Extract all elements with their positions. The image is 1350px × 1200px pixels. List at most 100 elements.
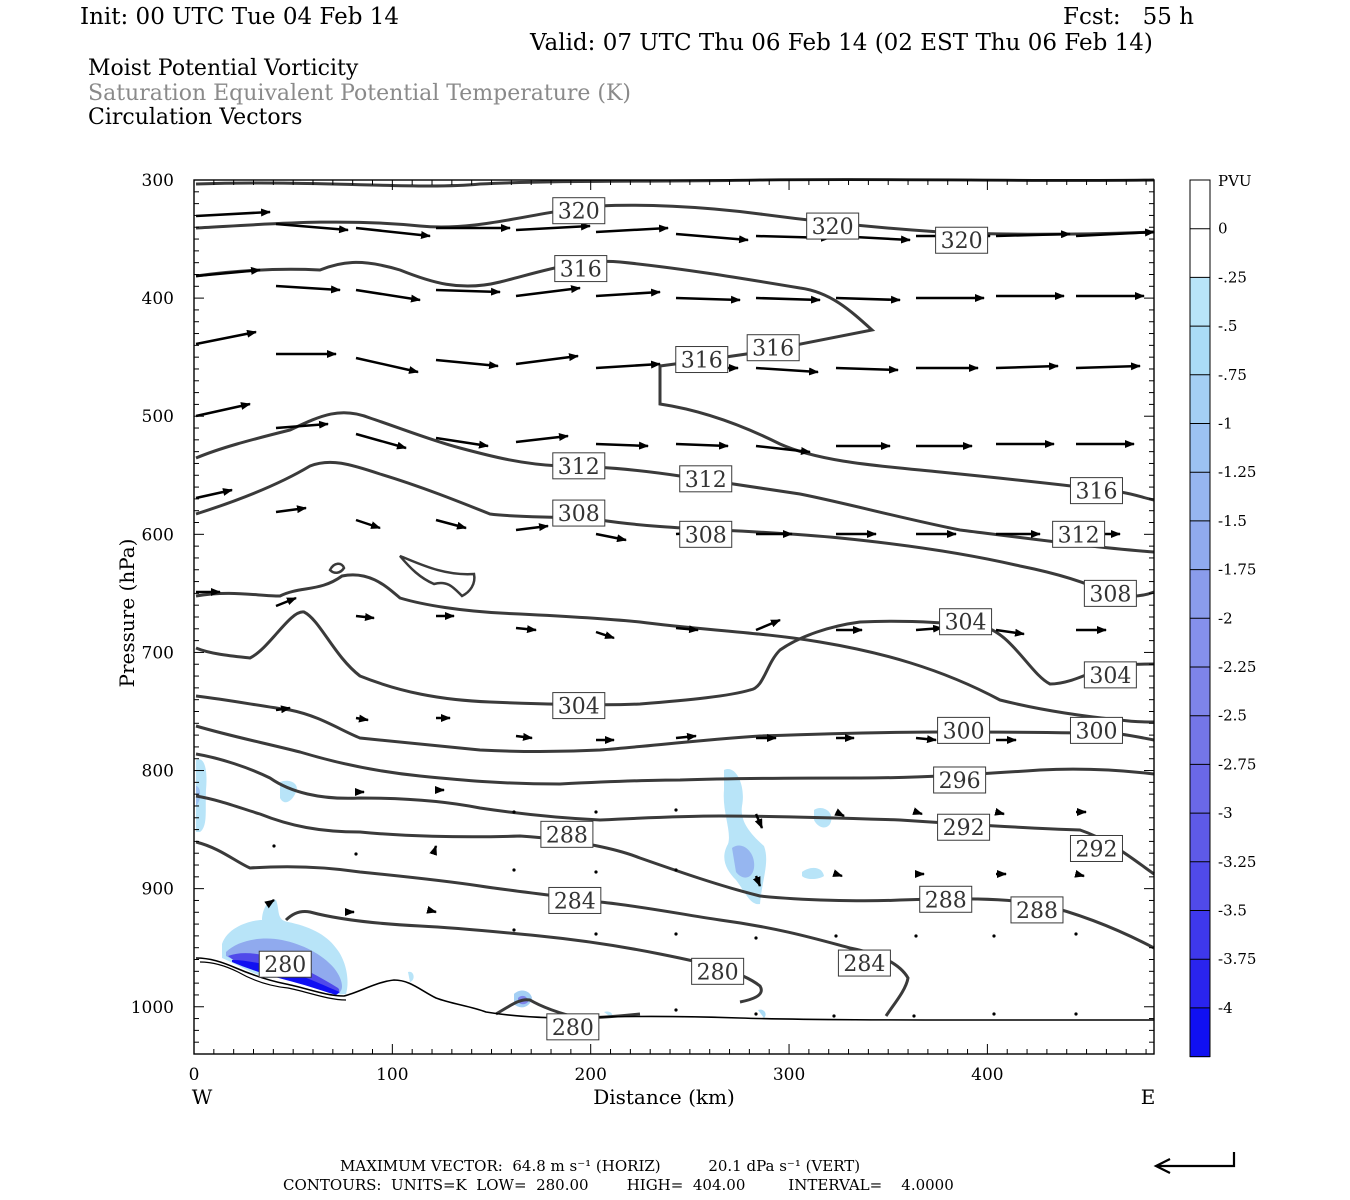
colorbar-swatch [1190, 667, 1210, 717]
x-end-label-right: E [1141, 1085, 1156, 1109]
contour-label: 280 [258, 950, 312, 978]
y-tick-label: 500 [142, 407, 174, 427]
colorbar-label: -1 [1218, 415, 1233, 433]
colorbar-swatch [1190, 618, 1210, 668]
forecast-hour: Fcst: 55 h [1063, 4, 1194, 30]
svg-text:320: 320 [812, 215, 854, 240]
contour-label: 280 [546, 1013, 600, 1041]
contour-label: 320 [935, 226, 989, 254]
svg-text:304: 304 [558, 695, 600, 720]
contour-label: 312 [552, 452, 606, 480]
svg-text:312: 312 [685, 468, 727, 493]
theta-es-contours [195, 177, 1155, 1020]
svg-text:312: 312 [558, 455, 600, 480]
colorbar-label: -3.5 [1218, 902, 1247, 920]
circulation-vectors [195, 208, 1155, 916]
svg-text:292: 292 [1075, 837, 1117, 862]
valid-time: Valid: 07 UTC Thu 06 Feb 14 (02 EST Thu … [530, 30, 1153, 56]
colorbar-label: 0 [1218, 220, 1228, 238]
x-tick-label: 0 [189, 1065, 200, 1085]
reference-vector-arrow [1153, 1152, 1236, 1174]
plot-frame [193, 179, 1155, 1055]
colorbar-swatch [1190, 764, 1210, 814]
y-tick-label: 400 [142, 289, 174, 309]
y-tick-label: 800 [142, 762, 174, 782]
contour-label: 288 [919, 885, 973, 913]
svg-text:300: 300 [943, 719, 985, 744]
svg-text:280: 280 [552, 1016, 594, 1041]
colorbar-swatch [1190, 959, 1210, 1009]
colorbar-label: -2 [1218, 609, 1233, 627]
contour-label: 304 [1083, 661, 1137, 689]
colorbar-swatch [1190, 423, 1210, 473]
contour-label: 316 [746, 334, 800, 362]
contour-label: 300 [1069, 716, 1123, 744]
y-tick-label: 900 [142, 880, 174, 900]
colorbar-label: -2.25 [1218, 658, 1256, 676]
init-time: Init: 00 UTC Tue 04 Feb 14 [80, 4, 400, 30]
colorbar-swatch [1190, 277, 1210, 327]
svg-text:288: 288 [925, 888, 967, 913]
colorbar-swatch [1190, 228, 1210, 278]
svg-text:288: 288 [546, 823, 588, 848]
contour-label: 316 [1069, 477, 1123, 505]
svg-text:284: 284 [843, 952, 885, 977]
contour-label: 316 [554, 255, 608, 283]
colorbar-label: -3.75 [1218, 950, 1256, 968]
colorbar-label: -2.5 [1218, 707, 1247, 725]
colorbar-swatch [1190, 520, 1210, 571]
colorbar-swatch [1190, 472, 1210, 522]
colorbar-label: -.25 [1218, 268, 1247, 286]
svg-text:288: 288 [1016, 899, 1058, 924]
contour-label: 308 [552, 499, 606, 527]
svg-text:316: 316 [560, 258, 602, 283]
svg-text:284: 284 [554, 889, 596, 914]
svg-text:316: 316 [681, 349, 723, 374]
svg-text:280: 280 [264, 953, 306, 978]
colorbar-label: -4 [1218, 999, 1233, 1017]
contour-label: 304 [939, 608, 993, 636]
contour-label: 316 [675, 346, 729, 374]
colorbar-swatch [1190, 813, 1210, 863]
contour-label: 320 [552, 197, 606, 225]
contour-label: 288 [1010, 896, 1064, 924]
y-axis-title: Pressure (hPa) [115, 539, 139, 688]
colorbar-label: -1.75 [1218, 561, 1256, 579]
svg-text:316: 316 [1075, 480, 1117, 505]
colorbar-swatch [1190, 861, 1210, 912]
colorbar-units: PVU [1218, 172, 1252, 190]
x-end-label-left: W [192, 1085, 213, 1109]
max-vector-footer: MAXIMUM VECTOR: 64.8 m s⁻¹ (HORIZ) 20.1 … [340, 1157, 861, 1175]
svg-text:280: 280 [697, 960, 739, 985]
contour-label: 304 [552, 692, 606, 720]
surface-line-inner [199, 961, 347, 1001]
svg-text:308: 308 [1089, 582, 1131, 607]
colorbar-label: -3 [1218, 804, 1233, 822]
x-tick-label: 100 [376, 1065, 408, 1085]
colorbar-label: -.5 [1218, 317, 1237, 335]
title-theta-es: Saturation Equivalent Potential Temperat… [88, 81, 631, 106]
svg-text:312: 312 [1058, 523, 1100, 548]
x-tick-label: 200 [574, 1065, 606, 1085]
colorbar-label: -3.25 [1218, 853, 1256, 871]
contour-label: 308 [1083, 579, 1137, 607]
colorbar-swatch [1190, 715, 1210, 765]
contours-footer: CONTOURS: UNITS=K LOW= 280.00 HIGH= 404.… [283, 1176, 954, 1194]
contour-label: 292 [1069, 834, 1123, 862]
colorbar-swatch [1190, 910, 1210, 960]
contour-label: 280 [691, 957, 745, 985]
colorbar-swatch [1190, 1007, 1210, 1058]
vector-dots [272, 808, 1078, 1018]
surface-line [195, 957, 1154, 1021]
svg-text:316: 316 [752, 337, 794, 362]
contour-label: 300 [937, 716, 991, 744]
colorbar-label: -1.25 [1218, 463, 1256, 481]
title-vectors: Circulation Vectors [88, 105, 303, 130]
colorbar-swatch [1190, 374, 1210, 425]
svg-text:304: 304 [945, 611, 987, 636]
colorbar-swatch [1190, 326, 1210, 376]
svg-text:320: 320 [558, 200, 600, 225]
y-tick-label: 1000 [131, 998, 174, 1018]
contour-label: 312 [679, 465, 733, 493]
